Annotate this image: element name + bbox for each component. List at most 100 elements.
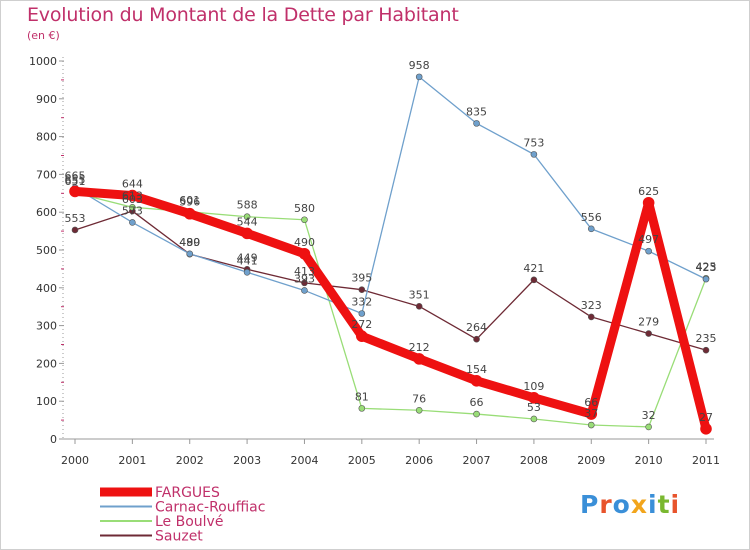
x-tick-label: 2008 <box>520 454 548 467</box>
data-point-carnac-rouffiac <box>415 73 423 81</box>
data-label-carnac-rouffiac: 332 <box>351 296 372 309</box>
data-label-le-boulv-: 76 <box>412 392 426 405</box>
data-label-sauzet: 449 <box>237 251 258 264</box>
data-point-carnac-rouffiac <box>530 151 538 158</box>
data-label-sauzet: 395 <box>351 272 372 285</box>
data-label-fargues: 66 <box>584 396 598 409</box>
logo-letter: P <box>580 490 600 519</box>
data-label-le-boulv-: 81 <box>355 390 369 403</box>
logo-letter: t <box>657 490 671 519</box>
data-label-fargues: 490 <box>294 236 315 249</box>
data-label-le-boulv-: 37 <box>584 407 598 420</box>
data-point-sauzet <box>530 276 538 284</box>
data-point-fargues <box>585 408 598 420</box>
data-label-le-boulv-: 588 <box>237 199 258 212</box>
series-line-le-boulv- <box>74 192 707 428</box>
data-label-le-boulv-: 580 <box>294 202 315 215</box>
data-point-le-boulv- <box>358 405 366 412</box>
legend-label-fargues: FARGUES <box>155 485 220 501</box>
data-point-le-boulv- <box>129 203 136 211</box>
data-point-sauzet <box>358 286 366 293</box>
x-tick-label: 2005 <box>348 454 376 467</box>
data-label-le-boulv-: 651 <box>65 175 86 188</box>
logo-letter: r <box>599 490 613 519</box>
data-point-fargues <box>356 330 368 342</box>
data-point-le-boulv- <box>587 421 595 429</box>
chart-subtitle: (en €) <box>27 29 60 42</box>
legend-label-le-boulv-: Le Boulvé <box>155 514 223 530</box>
data-label-fargues: 596 <box>179 196 200 209</box>
data-label-carnac-rouffiac: 573 <box>122 204 143 217</box>
data-label-le-boulv-: 613 <box>122 189 143 202</box>
data-point-le-boulv- <box>301 216 308 224</box>
x-tick-label: 2006 <box>405 454 433 467</box>
data-label-le-boulv-: 425 <box>696 260 717 273</box>
data-point-carnac-rouffiac <box>645 247 652 255</box>
data-point-le-boulv- <box>473 410 480 418</box>
data-point-sauzet <box>415 303 423 310</box>
data-point-fargues <box>298 247 311 260</box>
data-point-fargues <box>413 353 425 365</box>
data-point-fargues <box>470 374 483 387</box>
data-point-sauzet <box>645 330 652 337</box>
data-label-sauzet: 323 <box>581 299 602 312</box>
logo-letter: i <box>648 490 658 519</box>
data-point-sauzet <box>473 335 480 343</box>
data-label-carnac-rouffiac: 753 <box>523 136 544 149</box>
data-point-le-boulv- <box>645 423 652 431</box>
logo-letter: i <box>670 490 681 519</box>
data-point-carnac-rouffiac <box>358 310 366 317</box>
data-label-carnac-rouffiac: 423 <box>696 261 717 274</box>
data-point-carnac-rouffiac <box>473 120 480 127</box>
data-label-carnac-rouffiac: 958 <box>409 59 430 72</box>
data-label-fargues: 154 <box>466 363 487 376</box>
data-label-le-boulv-: 66 <box>470 396 484 409</box>
proxiti-logo: Proxiti <box>580 490 680 519</box>
value-labels: 5536034894494133953512644213232792356516… <box>65 59 717 424</box>
legend-label-carnac-rouffiac: Carnac-Rouffiac <box>155 500 265 516</box>
y-tick-label: 200 <box>36 357 57 370</box>
data-point-fargues <box>700 422 712 435</box>
data-point-le-boulv- <box>415 406 423 414</box>
data-label-le-boulv-: 53 <box>527 401 541 414</box>
series-line-carnac-rouffiac <box>74 76 707 315</box>
data-point-le-boulv- <box>243 213 251 221</box>
y-tick-label: 400 <box>36 282 57 295</box>
logo-letter: x <box>630 490 648 519</box>
y-tick-label: 900 <box>36 93 57 106</box>
data-label-fargues: 644 <box>122 178 143 191</box>
data-label-carnac-rouffiac: 665 <box>65 170 86 183</box>
data-label-fargues: 625 <box>638 185 659 198</box>
y-tick-label: 100 <box>36 395 57 408</box>
data-label-sauzet: 264 <box>466 321 487 334</box>
x-tick-label: 2010 <box>635 454 663 467</box>
data-point-fargues <box>642 196 655 209</box>
data-label-le-boulv-: 601 <box>179 194 200 207</box>
x-tick-label: 2004 <box>290 454 318 467</box>
data-point-fargues <box>183 207 196 220</box>
legend-label-sauzet: Sauzet <box>155 529 203 545</box>
data-point-carnac-rouffiac <box>301 287 308 294</box>
data-label-sauzet: 235 <box>696 332 717 345</box>
data-label-sauzet: 603 <box>122 193 143 206</box>
data-label-fargues: 212 <box>409 341 430 354</box>
x-tick-label: 2002 <box>176 454 204 467</box>
data-point-carnac-rouffiac <box>243 269 251 276</box>
data-label-fargues: 27 <box>699 411 713 424</box>
data-point-fargues <box>241 227 253 240</box>
data-label-carnac-rouffiac: 490 <box>179 236 200 249</box>
data-label-fargues: 655 <box>65 173 86 186</box>
data-label-sauzet: 279 <box>638 316 659 329</box>
y-tick-label: 1000 <box>29 55 57 68</box>
chart-title: Evolution du Montant de la Dette par Hab… <box>27 4 459 26</box>
data-label-le-boulv-: 32 <box>642 409 656 422</box>
y-tick-label: 800 <box>36 131 57 144</box>
data-label-carnac-rouffiac: 497 <box>638 233 659 246</box>
data-label-fargues: 272 <box>351 318 372 331</box>
y-tick-label: 0 <box>50 433 57 446</box>
y-tick-label: 600 <box>36 206 57 219</box>
data-point-carnac-rouffiac <box>186 250 194 258</box>
data-label-sauzet: 489 <box>179 236 200 249</box>
